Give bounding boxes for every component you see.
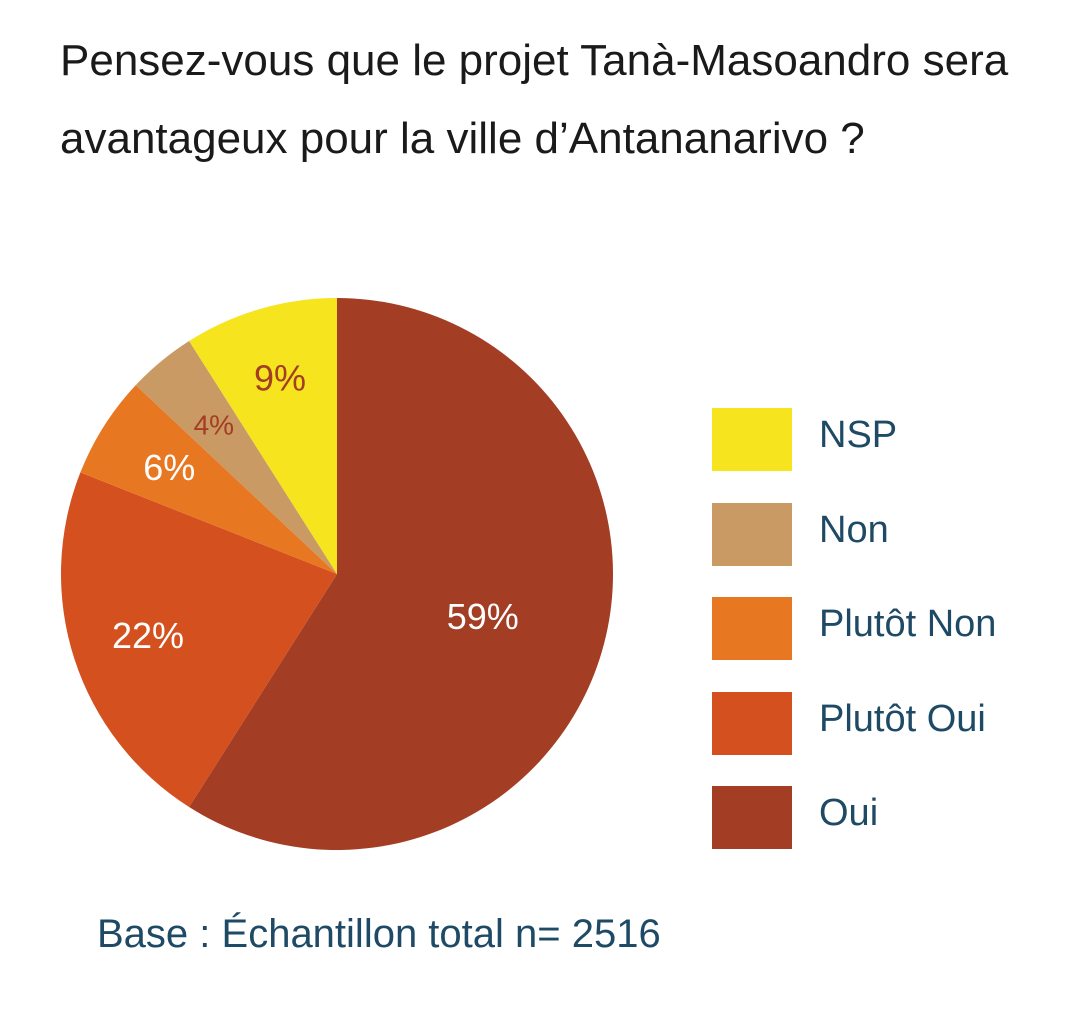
pie-slice-plut-t-oui	[60, 472, 337, 808]
pie-slice-nsp	[189, 298, 337, 574]
legend-label: Plutôt Non	[819, 603, 997, 645]
slice-value-label: 59%	[447, 596, 519, 637]
legend-swatch	[712, 597, 792, 660]
slice-value-label: 22%	[112, 615, 184, 656]
pie-slice-oui	[189, 298, 614, 851]
chart-title: Pensez-vous que le projet Tanà-Masoandro…	[60, 36, 1009, 163]
legend-item: Non	[712, 502, 1072, 567]
slice-value-label: 4%	[194, 410, 234, 441]
pie-slice-non	[135, 340, 337, 574]
legend-item: Plutôt Oui	[712, 691, 1072, 756]
legend-item: NSP	[712, 408, 1072, 472]
sample-base-note: Base : Échantillon total n= 2516	[97, 912, 661, 956]
legend-swatch	[712, 408, 792, 471]
legend-swatch	[712, 502, 792, 566]
pie-slice-plut-t-non	[80, 385, 338, 574]
legend-swatch	[712, 691, 792, 755]
legend-item: Oui	[712, 786, 1072, 850]
legend-swatch	[712, 786, 792, 849]
legend-label: NSP	[819, 414, 898, 456]
legend-label: Non	[819, 508, 889, 551]
legend-item: Plutôt Non	[712, 597, 1072, 661]
slice-value-label: 9%	[254, 357, 306, 398]
legend-label: Oui	[819, 792, 879, 834]
legend-label: Plutôt Oui	[819, 697, 986, 740]
slice-value-label: 6%	[143, 447, 195, 488]
